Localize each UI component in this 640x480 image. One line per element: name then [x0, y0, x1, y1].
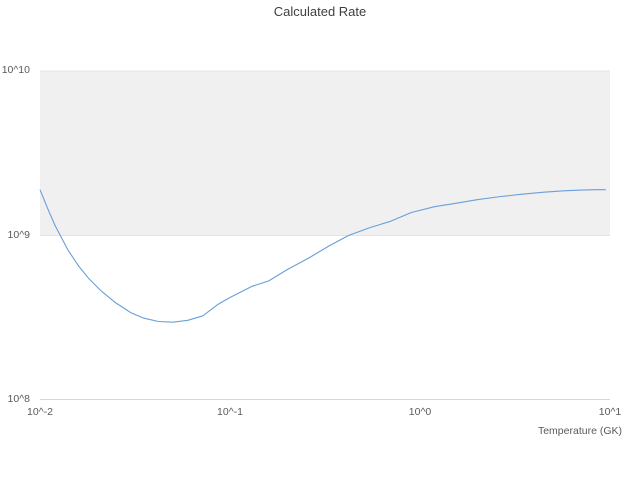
y-tick-label: 10^9	[7, 228, 30, 241]
y-tick-label: 10^8	[7, 393, 30, 405]
highlight-band	[40, 71, 610, 236]
x-tick-label: 10^0	[408, 406, 432, 418]
x-tick-label: 10^-2	[27, 406, 53, 418]
rate-line	[39, 189, 606, 323]
y-tick-label: 10^10	[1, 64, 30, 76]
x-tick-label: 10^-1	[217, 406, 243, 418]
x-axis-title: Temperature (GK)	[537, 425, 622, 437]
chart-title: Calculated Rate	[273, 4, 367, 19]
plot-area	[39, 70, 610, 400]
rate-line-plot	[39, 70, 610, 400]
x-tick-label: 10^1	[598, 406, 622, 418]
